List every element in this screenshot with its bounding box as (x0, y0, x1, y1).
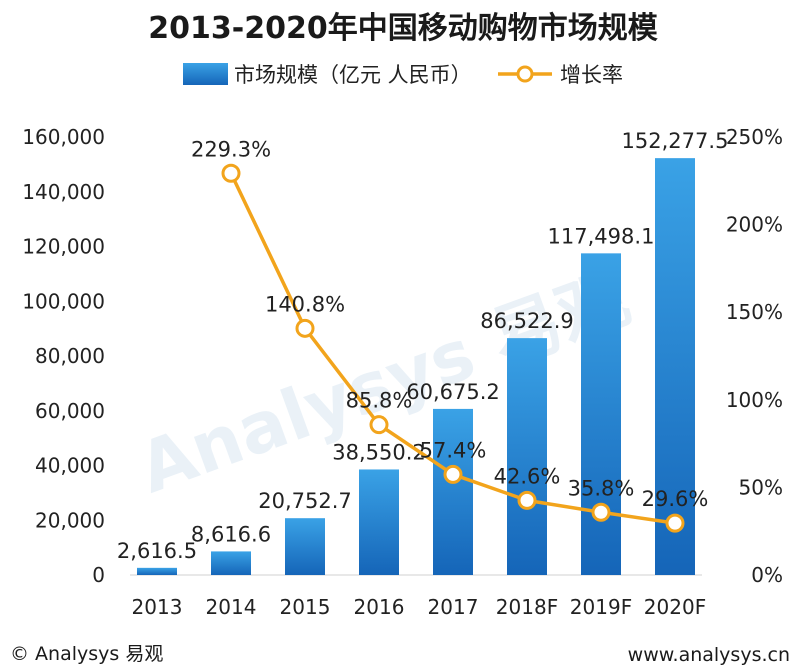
x-tick-label: 2020F (644, 595, 706, 619)
y-left-tick-label: 20,000 (35, 508, 105, 532)
y-left-tick-label: 40,000 (35, 454, 105, 478)
y-right-tick-label: 100% (726, 388, 783, 412)
bar-value-label: 20,752.7 (258, 489, 352, 513)
bar-value-label: 117,498.1 (548, 224, 655, 248)
bar (581, 253, 621, 576)
bar-value-label: 2,616.5 (117, 539, 197, 563)
bar-value-label: 86,522.9 (480, 309, 574, 333)
bar-value-label: 38,550.2 (332, 440, 426, 464)
bar (285, 518, 325, 575)
x-tick-label: 2018F (496, 595, 558, 619)
bar (359, 469, 399, 575)
y-left-tick-label: 160,000 (22, 125, 105, 149)
line-marker (221, 163, 241, 183)
y-left-tick-label: 60,000 (35, 399, 105, 423)
y-right-tick-label: 150% (726, 300, 783, 324)
y-right-tick-label: 250% (726, 125, 783, 149)
legend: 市场规模（亿元 人民币） 增长率 (183, 63, 623, 87)
legend-bar-swatch (183, 63, 228, 85)
x-tick-label: 2016 (354, 595, 405, 619)
x-axis: 2013 2014 2015 2016 2017 2018F 2019F 2020F (130, 574, 706, 619)
bar-labels: 2,616.58,616.6 20,752.7 38,550.2 60,675.2 86… (117, 129, 729, 563)
bar-value-label: 8,616.6 (191, 522, 271, 546)
bar-series (137, 158, 695, 576)
y-right-tick-label: 0% (751, 563, 783, 587)
bar-value-label: 152,277.5 (622, 129, 729, 153)
legend-line-label: 增长率 (560, 63, 623, 87)
y-axis-left: 0 20,000 40,000 60,000 80,000 100,000 120,000 1… (22, 125, 105, 587)
line-value-label: 29.6% (642, 487, 709, 511)
line-value-label: 35.8% (568, 476, 635, 500)
line-value-label: 229.3% (191, 137, 271, 161)
line-value-label: 85.8% (346, 389, 413, 413)
footer-website: www.analysys.cn (627, 644, 790, 666)
y-right-tick-label: 200% (726, 213, 783, 237)
y-left-tick-label: 140,000 (22, 180, 105, 204)
line-marker (443, 464, 463, 484)
line-marker (591, 502, 611, 522)
y-left-tick-label: 120,000 (22, 235, 105, 259)
legend-bar-label: 市场规模（亿元 人民币） (234, 63, 472, 87)
line-marker (517, 490, 537, 510)
bar (507, 338, 547, 575)
line-marker (665, 513, 685, 533)
x-tick-label: 2019F (570, 595, 632, 619)
line-marker (295, 318, 315, 338)
y-left-tick-label: 0 (92, 563, 105, 587)
bar-value-label: 60,675.2 (406, 380, 500, 404)
bar (655, 158, 695, 575)
chart-title: 2013-2020年中国移动购物市场规模 (148, 11, 657, 46)
bar (211, 551, 251, 575)
bar (433, 408, 473, 575)
x-tick-label: 2017 (428, 595, 479, 619)
y-axis-right: 0% 50% 100% 150% 200% 250% (726, 125, 783, 587)
x-tick-label: 2014 (206, 595, 257, 619)
y-right-tick-label: 50% (739, 475, 783, 499)
legend-line-marker (516, 65, 534, 83)
line-labels: 229.3% 140.8% 85.8% 57.4% 42.6% 35.8% 29.6% (191, 137, 708, 511)
line-value-label: 140.8% (265, 292, 345, 316)
y-left-tick-label: 80,000 (35, 344, 105, 368)
line-marker (369, 415, 389, 435)
bar (137, 567, 177, 575)
line-series (221, 163, 685, 533)
footer-copyright: © Analysys 易观 (10, 643, 164, 665)
line-value-label: 57.4% (420, 438, 487, 462)
line-value-label: 42.6% (494, 464, 561, 488)
x-tick-label: 2013 (132, 595, 183, 619)
y-left-tick-label: 100,000 (22, 289, 105, 313)
x-tick-label: 2015 (280, 595, 331, 619)
